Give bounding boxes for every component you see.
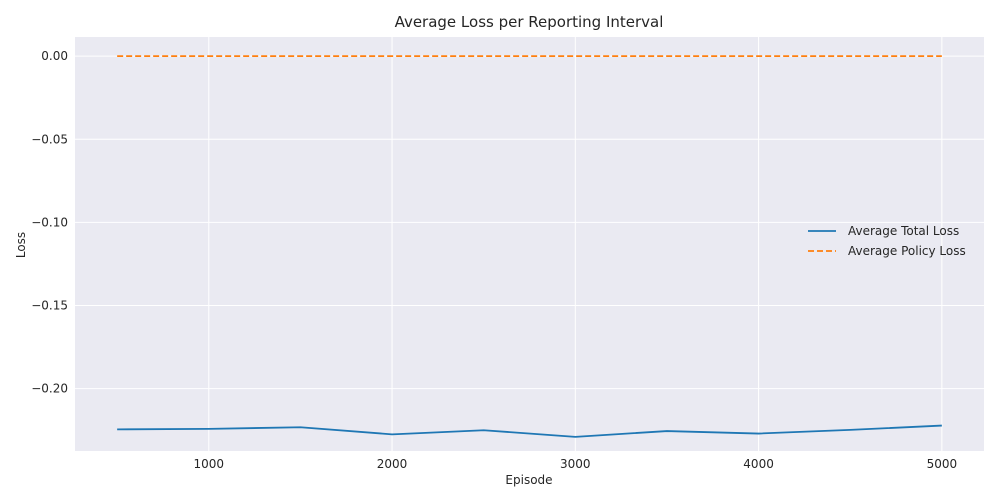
x-tick-label: 4000 bbox=[743, 457, 774, 471]
y-tick-label: −0.20 bbox=[31, 382, 68, 396]
legend-label: Average Policy Loss bbox=[848, 244, 966, 258]
x-tick-label: 1000 bbox=[194, 457, 225, 471]
x-tick-label: 2000 bbox=[377, 457, 408, 471]
legend-label: Average Total Loss bbox=[848, 224, 959, 238]
y-axis-label: Loss bbox=[14, 232, 28, 258]
legend: Average Total Loss Average Policy Loss bbox=[808, 224, 966, 258]
plot-area bbox=[75, 37, 984, 451]
x-axis-label: Episode bbox=[505, 473, 552, 487]
series-line bbox=[117, 424, 942, 438]
y-tick-label: −0.15 bbox=[31, 299, 68, 313]
y-tick-label: 0.00 bbox=[41, 49, 68, 63]
grid bbox=[75, 37, 984, 451]
tick-labels: 1000 2000 3000 4000 5000 0.00 −0.05 −0.10 −0.15 −… bbox=[31, 49, 957, 471]
x-tick-label: 5000 bbox=[927, 457, 958, 471]
y-tick-label: −0.10 bbox=[31, 215, 68, 229]
series-layer bbox=[117, 55, 942, 438]
x-tick-label: 3000 bbox=[560, 457, 591, 471]
chart-title: Average Loss per Reporting Interval bbox=[395, 13, 664, 31]
y-tick-label: −0.05 bbox=[31, 132, 68, 146]
